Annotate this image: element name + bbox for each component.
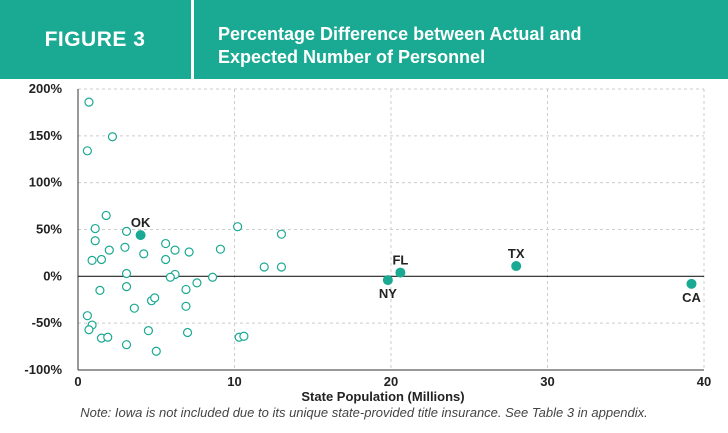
point-label-ok: OK	[131, 215, 151, 230]
y-tick-label: 100%	[29, 175, 63, 190]
y-tick-label: 50%	[36, 222, 62, 237]
figure-title: Percentage Difference between Actual and…	[218, 23, 718, 69]
highlighted-point-ok	[135, 230, 146, 241]
highlighted-point-tx	[511, 261, 522, 272]
scatter-point	[121, 282, 132, 292]
scatter-point	[90, 236, 100, 246]
scatter-point	[233, 222, 243, 232]
scatter-point	[87, 255, 97, 266]
scatter-point	[151, 346, 161, 356]
scatter-point	[143, 326, 154, 336]
scatter-point	[82, 311, 92, 321]
scatter-point	[181, 301, 191, 311]
scatter-point	[161, 254, 171, 265]
y-tick-label: 150%	[29, 128, 63, 143]
figure-label: FIGURE 3	[44, 27, 146, 51]
scatter-point	[103, 332, 113, 342]
scatter-point	[84, 325, 94, 335]
scatter-point	[150, 293, 160, 303]
scatter-point	[215, 244, 226, 254]
y-tick-label: 200%	[29, 81, 63, 96]
figure-banner: FIGURE 3 Percentage Difference between A…	[0, 0, 728, 79]
highlighted-point-fl	[395, 267, 406, 278]
scatter-point	[120, 242, 130, 252]
scatter-point	[161, 238, 171, 249]
scatter-point	[165, 272, 175, 282]
scatter-point	[121, 226, 132, 236]
x-tick-label: 20	[384, 374, 398, 389]
scatter-point	[121, 268, 132, 279]
x-tick-label: 0	[74, 374, 81, 389]
footnote: Note: Iowa is not included due to its un…	[80, 405, 648, 420]
figure-title-line-1: Percentage Difference between Actual and	[218, 24, 582, 44]
y-tick-label: -100%	[24, 362, 62, 377]
figure-title-line-2: Expected Number of Personnel	[218, 47, 486, 67]
point-label-fl: FL	[392, 253, 408, 268]
scatter-point	[104, 245, 114, 255]
scatter-point	[170, 245, 180, 255]
x-tick-label: 40	[697, 374, 711, 389]
scatter-point	[192, 278, 202, 288]
scatter-point	[96, 254, 107, 265]
scatter-point	[84, 97, 94, 107]
point-label-tx: TX	[508, 246, 525, 261]
scatter-point	[95, 285, 105, 295]
scatter-point	[181, 284, 191, 295]
scatter-point	[207, 272, 218, 282]
banner-divider	[191, 0, 194, 79]
y-tick-label: 0%	[43, 268, 62, 283]
highlighted-point-ca	[686, 278, 697, 289]
scatter-point	[82, 146, 92, 156]
scatter-point	[90, 223, 100, 234]
scatter-point	[107, 132, 118, 142]
scatter-point	[121, 340, 132, 350]
x-tick-label: 30	[540, 374, 554, 389]
highlighted-point-ny	[382, 275, 393, 286]
x-axis-label: State Population (Millions)	[301, 389, 464, 404]
scatter-point	[139, 249, 149, 259]
scatter-point	[129, 303, 139, 313]
x-tick-label: 10	[227, 374, 241, 389]
scatter-chart: -100% -50% 0% 50% 100% 150% 200% 0 10 20 30 40 State…	[24, 81, 711, 404]
scatter-point	[182, 327, 193, 338]
scatter-point	[239, 331, 249, 341]
point-label-ca: CA	[682, 290, 701, 305]
scatter-point	[259, 262, 269, 272]
scatter-point	[276, 229, 287, 239]
scatter-point	[184, 247, 194, 257]
scatter-point	[101, 210, 111, 221]
scatter-point	[276, 262, 287, 272]
y-tick-label: -50%	[32, 315, 63, 330]
point-label-ny: NY	[379, 286, 397, 301]
